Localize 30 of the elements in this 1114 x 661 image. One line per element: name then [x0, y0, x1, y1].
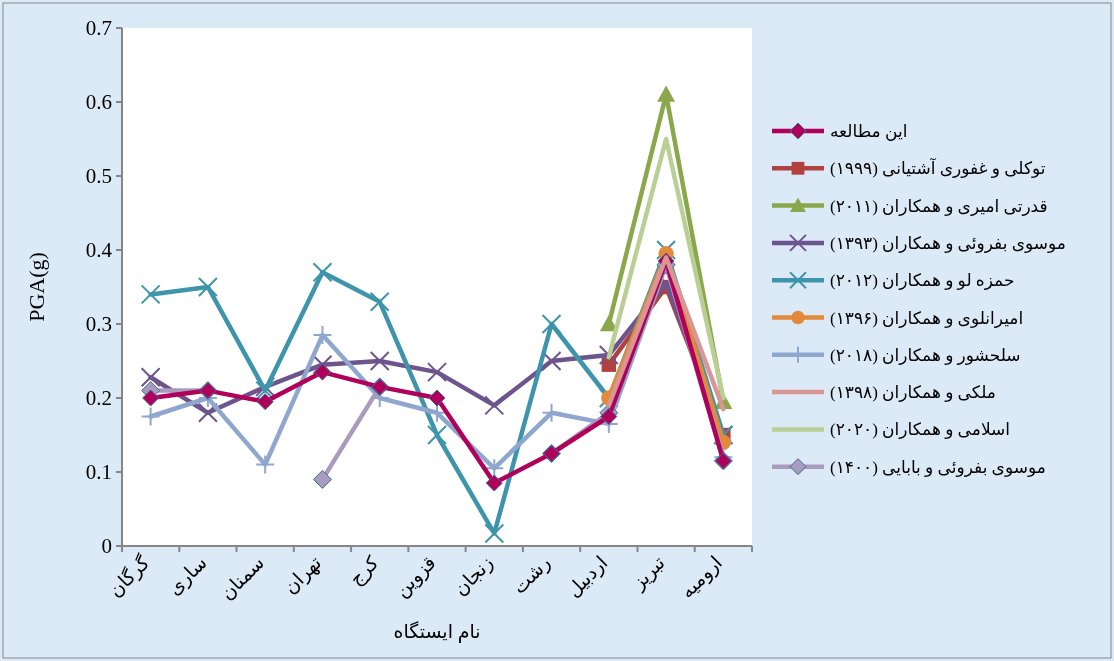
- legend-label: ملکی و همکاران (۱۳۹۸): [830, 383, 996, 403]
- x-tick-label: ساری: [163, 551, 212, 600]
- x-tick-label: کرج: [345, 551, 384, 591]
- y-axis-title: PGA(g): [24, 252, 49, 322]
- legend-label: اسلامی و همکاران (۲۰۲۰): [830, 420, 1010, 440]
- x-tick-label: تهران: [279, 551, 326, 599]
- x-tick-label: قزوین: [390, 551, 441, 602]
- x-tick-label: زنجان: [449, 551, 498, 601]
- y-tick-label: 0: [101, 534, 112, 558]
- y-tick-label: 0.6: [85, 90, 112, 114]
- x-tick-label: سمنان: [216, 551, 269, 604]
- x-tick-label: اردبیل: [562, 551, 613, 602]
- legend-label: موسوی بفروئی و بابایی (۱۴۰۰): [830, 457, 1046, 477]
- legend-label: حمزه لو و همکاران (۲۰۱۲): [830, 271, 1015, 291]
- legend-label: توکلی و غفوری آشتیانی (۱۹۹۹): [830, 157, 1046, 179]
- y-tick-label: 0.3: [85, 312, 112, 336]
- y-tick-label: 0.1: [85, 460, 112, 484]
- legend-label: قدرتی امیری و همکاران (۲۰۱۱): [830, 196, 1048, 216]
- legend-label: سلحشور و همکاران (۲۰۱۸): [830, 345, 1021, 365]
- y-tick-label: 0.4: [85, 238, 113, 262]
- legend-label: موسوی بفروئی و همکاران (۱۳۹۳): [830, 233, 1066, 253]
- legend-label: امیرانلوی و همکاران (۱۳۹۶): [830, 308, 1024, 328]
- legend-label: این مطالعه: [830, 122, 908, 141]
- x-tick-label: رشت: [508, 551, 556, 599]
- y-tick-label: 0.5: [85, 164, 112, 188]
- y-tick-label: 0.7: [85, 16, 112, 40]
- y-tick-label: 0.2: [85, 386, 112, 410]
- x-tick-label: تبریز: [627, 551, 670, 595]
- x-axis-title: نام ایستگاه: [393, 620, 481, 643]
- x-tick-label: ارومیه: [676, 551, 727, 603]
